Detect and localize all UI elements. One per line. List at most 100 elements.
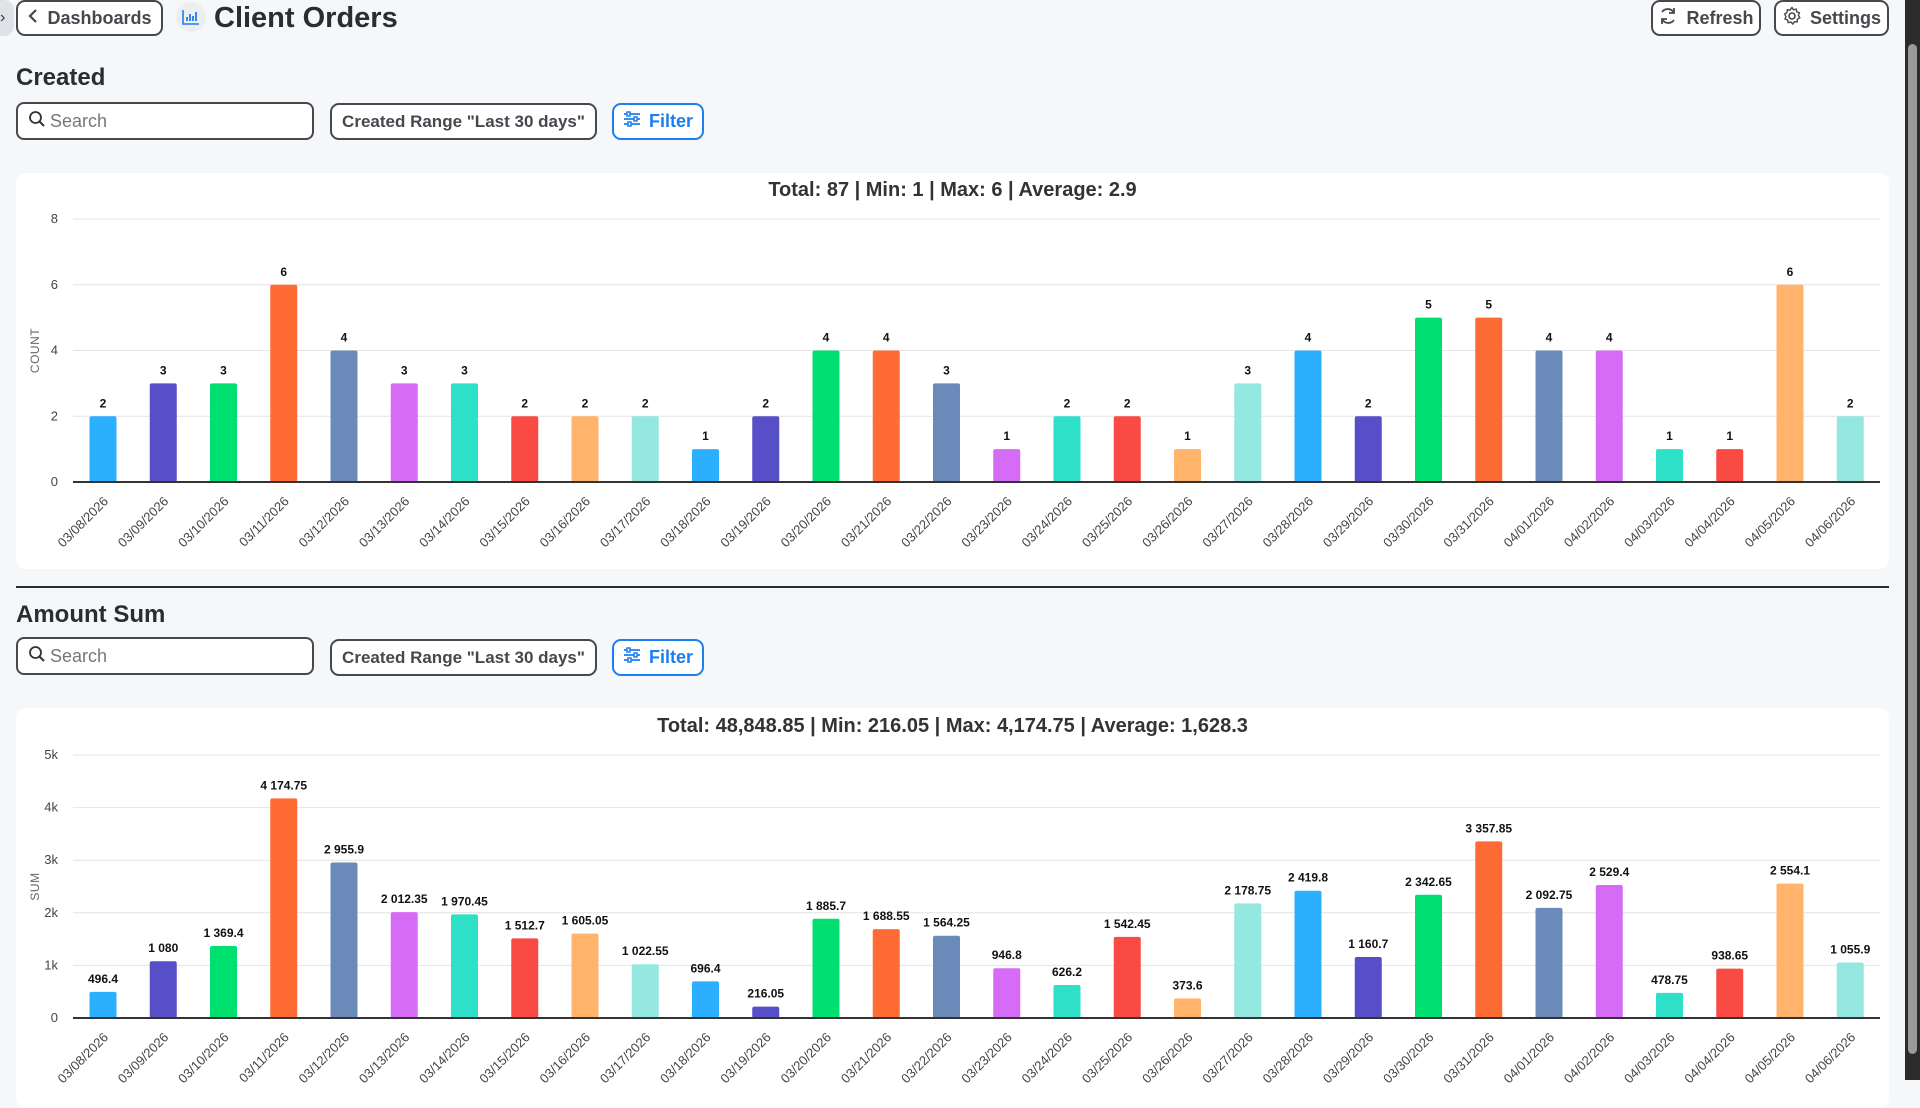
x-tick-label: 04/05/2026 xyxy=(1741,1030,1798,1087)
data-label: 1 605.05 xyxy=(562,914,609,928)
data-label: 696.4 xyxy=(690,961,720,975)
data-label: 478.75 xyxy=(1651,973,1688,987)
filter-icon xyxy=(623,647,641,668)
data-label: 3 357.85 xyxy=(1465,821,1512,835)
x-tick-label: 04/06/2026 xyxy=(1802,494,1859,551)
refresh-icon xyxy=(1658,6,1678,31)
data-label: 2 xyxy=(582,396,589,410)
created-range-button[interactable]: Created Range "Last 30 days" xyxy=(330,103,597,140)
x-tick-label: 03/17/2026 xyxy=(597,494,654,551)
data-label: 1 055.9 xyxy=(1830,942,1870,956)
bar-chart-icon xyxy=(176,2,206,32)
bar xyxy=(1113,416,1141,482)
search-input[interactable] xyxy=(50,110,290,132)
refresh-button[interactable]: Refresh xyxy=(1651,0,1761,36)
search-icon xyxy=(28,110,46,133)
back-to-dashboards-button[interactable]: Dashboards xyxy=(16,0,163,36)
data-label: 1 688.55 xyxy=(863,909,910,923)
bar xyxy=(451,383,478,482)
x-tick-label: 03/08/2026 xyxy=(54,1030,111,1087)
created-range-button[interactable]: Created Range "Last 30 days" xyxy=(330,639,597,676)
data-label: 2 xyxy=(521,396,528,410)
section-heading-amount-sum: Amount Sum xyxy=(16,601,166,628)
bar xyxy=(1595,350,1623,482)
bar xyxy=(1475,841,1503,1018)
back-label: Dashboards xyxy=(47,7,152,28)
created-range-label: Created Range "Last 30 days" xyxy=(342,647,585,667)
x-tick-label: 04/05/2026 xyxy=(1741,494,1798,551)
bar xyxy=(210,383,237,482)
settings-button[interactable]: Settings xyxy=(1774,0,1889,36)
data-label: 6 xyxy=(1787,265,1794,279)
y-tick-label: 3k xyxy=(44,852,58,867)
filter-button[interactable]: Filter xyxy=(612,103,704,140)
search-field[interactable] xyxy=(16,637,314,675)
bar xyxy=(89,416,117,482)
x-tick-label: 03/29/2026 xyxy=(1320,1030,1377,1087)
x-tick-label: 03/21/2026 xyxy=(838,494,895,551)
bar xyxy=(1053,416,1081,482)
data-label: 3 xyxy=(401,363,408,377)
data-label: 4 xyxy=(1546,331,1553,345)
x-tick-label: 03/20/2026 xyxy=(777,1030,834,1087)
scrollbar[interactable] xyxy=(1905,0,1920,1080)
data-label: 5 xyxy=(1425,298,1432,312)
y-tick-label: 6 xyxy=(51,277,58,292)
x-tick-label: 04/01/2026 xyxy=(1500,1030,1557,1087)
data-label: 1 512.7 xyxy=(505,918,545,932)
scrollbar-thumb[interactable] xyxy=(1908,44,1917,1054)
x-tick-label: 03/11/2026 xyxy=(236,1030,292,1086)
bar xyxy=(1174,449,1201,482)
data-label: 1 xyxy=(702,429,709,443)
search-field[interactable] xyxy=(16,102,314,140)
chart-summary: Total: 48,848.85 | Min: 216.05 | Max: 4,… xyxy=(657,715,1248,737)
data-label: 1 970.45 xyxy=(441,894,488,908)
created-chart-card: Total: 87 | Min: 1 | Max: 6 | Average: 2… xyxy=(16,173,1889,569)
data-label: 2 342.65 xyxy=(1405,875,1452,889)
x-tick-label: 03/16/2026 xyxy=(536,1030,593,1087)
bar xyxy=(270,798,298,1018)
y-axis-label: COUNT xyxy=(28,328,42,373)
bar xyxy=(1776,883,1804,1018)
chart-summary: Total: 87 | Min: 1 | Max: 6 | Average: 2… xyxy=(768,179,1137,201)
y-tick-label: 0 xyxy=(51,1010,58,1025)
x-tick-label: 03/23/2026 xyxy=(958,1030,1015,1087)
bar xyxy=(451,914,478,1018)
data-label: 1 564.25 xyxy=(923,916,970,930)
x-tick-label: 03/25/2026 xyxy=(1079,1030,1136,1087)
data-label: 2 xyxy=(100,396,107,410)
bar xyxy=(1836,416,1864,482)
x-tick-label: 03/10/2026 xyxy=(175,494,232,551)
bar xyxy=(692,981,719,1018)
bar xyxy=(1294,890,1322,1018)
data-label: 1 369.4 xyxy=(203,926,243,940)
bar xyxy=(571,933,599,1018)
bar xyxy=(1535,907,1563,1018)
x-tick-label: 03/24/2026 xyxy=(1018,1030,1075,1087)
bar xyxy=(1234,383,1262,482)
data-label: 373.6 xyxy=(1172,978,1202,992)
data-label: 4 xyxy=(341,331,348,345)
bar xyxy=(1716,449,1744,482)
x-tick-label: 03/21/2026 xyxy=(838,1030,895,1087)
bar xyxy=(1415,317,1442,482)
section-divider xyxy=(16,586,1889,588)
x-tick-label: 04/03/2026 xyxy=(1621,1030,1678,1087)
data-label: 1 xyxy=(1184,429,1191,443)
x-tick-label: 04/04/2026 xyxy=(1681,1030,1738,1087)
y-tick-label: 8 xyxy=(51,211,58,226)
bar xyxy=(1475,317,1503,482)
x-tick-label: 03/19/2026 xyxy=(717,1030,774,1087)
y-tick-label: 5k xyxy=(44,747,58,762)
data-label: 938.65 xyxy=(1711,949,1748,963)
bar xyxy=(1294,350,1322,482)
y-tick-label: 2 xyxy=(51,408,58,423)
x-tick-label: 03/14/2026 xyxy=(416,1030,473,1087)
gear-icon xyxy=(1782,5,1802,31)
search-input[interactable] xyxy=(50,645,290,667)
bar xyxy=(270,284,298,482)
filter-button[interactable]: Filter xyxy=(612,639,704,676)
y-tick-label: 4 xyxy=(51,343,58,358)
sidebar-toggle[interactable]: › xyxy=(0,0,14,36)
data-label: 3 xyxy=(160,363,167,377)
